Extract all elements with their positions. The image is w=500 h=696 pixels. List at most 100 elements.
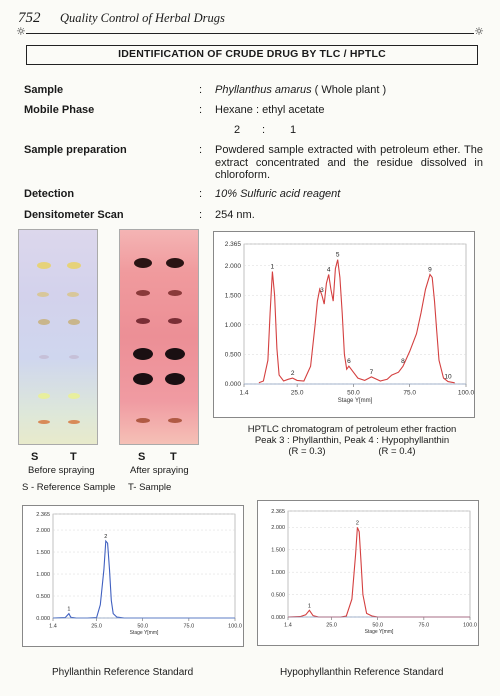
x-tick-label: 25.0	[91, 624, 102, 630]
plate-spot	[168, 290, 182, 296]
plate-spot	[67, 292, 79, 297]
plate-spot	[69, 355, 79, 359]
hypophyllanthin-caption: Hypophyllanthin Reference Standard	[280, 667, 444, 678]
mobile-ratio-a: 2	[234, 124, 241, 136]
detection-colon: :	[199, 188, 203, 200]
header-rule: ☼ ☼	[16, 25, 484, 38]
x-tick-label: 75.0	[403, 390, 416, 397]
peak-label: 2	[104, 534, 107, 540]
y-tick-label: 0.000	[271, 615, 285, 621]
x-tick-label: 25.0	[326, 623, 337, 629]
plate-spot	[37, 262, 51, 269]
plate-before-s-label: S	[31, 451, 39, 463]
series-line	[258, 259, 455, 384]
plate-spot	[38, 319, 50, 325]
peak-label: 3	[320, 287, 324, 294]
plate-spot	[168, 418, 182, 423]
mobile-phase-label: Mobile Phase	[24, 104, 95, 116]
y-tick-label: 0.000	[225, 381, 242, 388]
prep-value: Powdered sample extracted with petroleum…	[215, 144, 483, 181]
hptlc-caption-line3: (R = 0.3) (R = 0.4)	[232, 446, 472, 457]
hypophyllanthin-chromatogram: 2.365 2.000 1.500 1.000 0.500 0.000 1.4 25.0 50.…	[257, 500, 479, 646]
y-tick-label: 0.500	[271, 592, 285, 598]
detection-value: 10% Sulfuric acid reagent	[215, 188, 341, 200]
x-tick-label: 1.4	[284, 623, 292, 629]
hptlc-chart-svg: 2.365 2.000 1.500 1.000 0.500 0.000 1.4 25.0 50.…	[225, 241, 475, 404]
y-tick-label: 2.000	[36, 528, 50, 534]
plate-spot	[37, 292, 49, 297]
prep-colon: :	[199, 144, 203, 156]
sample-label: Sample	[24, 84, 64, 96]
y-tick-label: 1.500	[36, 550, 50, 556]
peak-label: 2	[291, 370, 295, 377]
y-tick-label: 1.000	[225, 322, 242, 329]
y-tick-label: 0.500	[36, 594, 50, 600]
plate-after-t-label: T	[170, 451, 177, 463]
hptlc-chromatogram: 2.365 2.000 1.500 1.000 0.500 0.000 1.4 25.0 50.…	[213, 231, 475, 418]
y-tick-label: 0.000	[36, 616, 50, 622]
plate-spot	[38, 420, 50, 424]
phyllanthin-chart-svg: 2.365 2.000 1.500 1.000 0.500 0.000 1.4 25.0 50.…	[36, 512, 242, 636]
plate-spot	[68, 420, 80, 424]
plot-area	[243, 243, 467, 385]
y-tick-label: 2.365	[36, 512, 50, 518]
peak-label: 1	[308, 603, 311, 609]
detection-label: Detection	[24, 188, 75, 200]
y-tick-label: 1.000	[271, 570, 285, 576]
plate-spot	[166, 258, 184, 268]
densitometer-colon: :	[199, 209, 203, 221]
x-tick-label: 1.4	[239, 390, 248, 397]
plot-area	[287, 510, 471, 618]
rf-hypophyllanthin: (R = 0.4)	[378, 446, 416, 457]
plate-spot	[133, 348, 153, 360]
peak-label: 8	[401, 358, 405, 365]
peak-label: 1	[67, 607, 70, 613]
plate-spot	[136, 418, 150, 423]
x-tick-label: 50.0	[137, 624, 148, 630]
before-spraying-caption: Before spraying	[28, 465, 95, 476]
densitometer-value: 254 nm.	[215, 209, 255, 221]
tlc-plate-after-spraying	[119, 229, 199, 445]
phyllanthin-chromatogram: 2.365 2.000 1.500 1.000 0.500 0.000 1.4 25.0 50.…	[22, 505, 244, 647]
y-tick-label: 1.000	[36, 572, 50, 578]
y-tick-label: 2.000	[271, 525, 285, 531]
x-tick-label: 75.0	[183, 624, 194, 630]
peak-label: 4	[327, 266, 331, 273]
series-line	[287, 527, 470, 618]
mobile-ratio-colon: :	[262, 124, 266, 136]
plate-spot	[68, 319, 80, 325]
phyllanthin-caption: Phyllanthin Reference Standard	[52, 667, 194, 678]
plate-legend-reference: S - Reference Sample	[22, 482, 116, 493]
ornament-left-icon: ☼	[16, 25, 26, 38]
plate-spot	[67, 262, 81, 269]
tlc-plate-before-spraying	[18, 229, 98, 445]
plate-spot	[168, 318, 182, 324]
section-heading: IDENTIFICATION OF CRUDE DRUG BY TLC / HP…	[26, 45, 478, 65]
hptlc-caption: HPTLC chromatogram of petroleum ether fr…	[232, 424, 472, 457]
mobile-ratio-b: 1	[290, 124, 297, 136]
y-tick-label: 1.500	[225, 292, 242, 299]
x-axis-label: Stage Y[mm]	[130, 630, 159, 636]
x-tick-label: 100.0	[463, 623, 477, 629]
mobile-phase-value: Hexane : ethyl acetate	[215, 104, 325, 116]
sample-species: Phyllanthus amarus	[215, 84, 312, 96]
x-tick-label: 100.0	[228, 624, 242, 630]
plate-after-s-label: S	[138, 451, 146, 463]
prep-label: Sample preparation	[24, 144, 127, 156]
hypophyllanthin-chart-svg: 2.365 2.000 1.500 1.000 0.500 0.000 1.4 25.0 50.…	[271, 509, 477, 635]
series-line	[52, 539, 235, 619]
x-tick-label: 100.0	[458, 390, 475, 397]
x-axis-label: Stage Y[mm]	[365, 629, 394, 635]
peak-label: 5	[336, 252, 340, 259]
peak-label: 6	[347, 358, 351, 365]
sample-value: Phyllanthus amarus ( Whole plant )	[215, 84, 483, 97]
plate-spot	[165, 348, 185, 360]
y-tick-label: 2.000	[225, 263, 242, 270]
after-spraying-caption: After spraying	[130, 465, 189, 476]
y-tick-label: 2.365	[225, 241, 242, 248]
mobile-phase-colon: :	[199, 104, 203, 116]
plate-spot	[136, 318, 150, 324]
plate-spot	[136, 290, 150, 296]
sample-colon: :	[199, 84, 203, 96]
y-tick-label: 0.500	[225, 352, 242, 359]
